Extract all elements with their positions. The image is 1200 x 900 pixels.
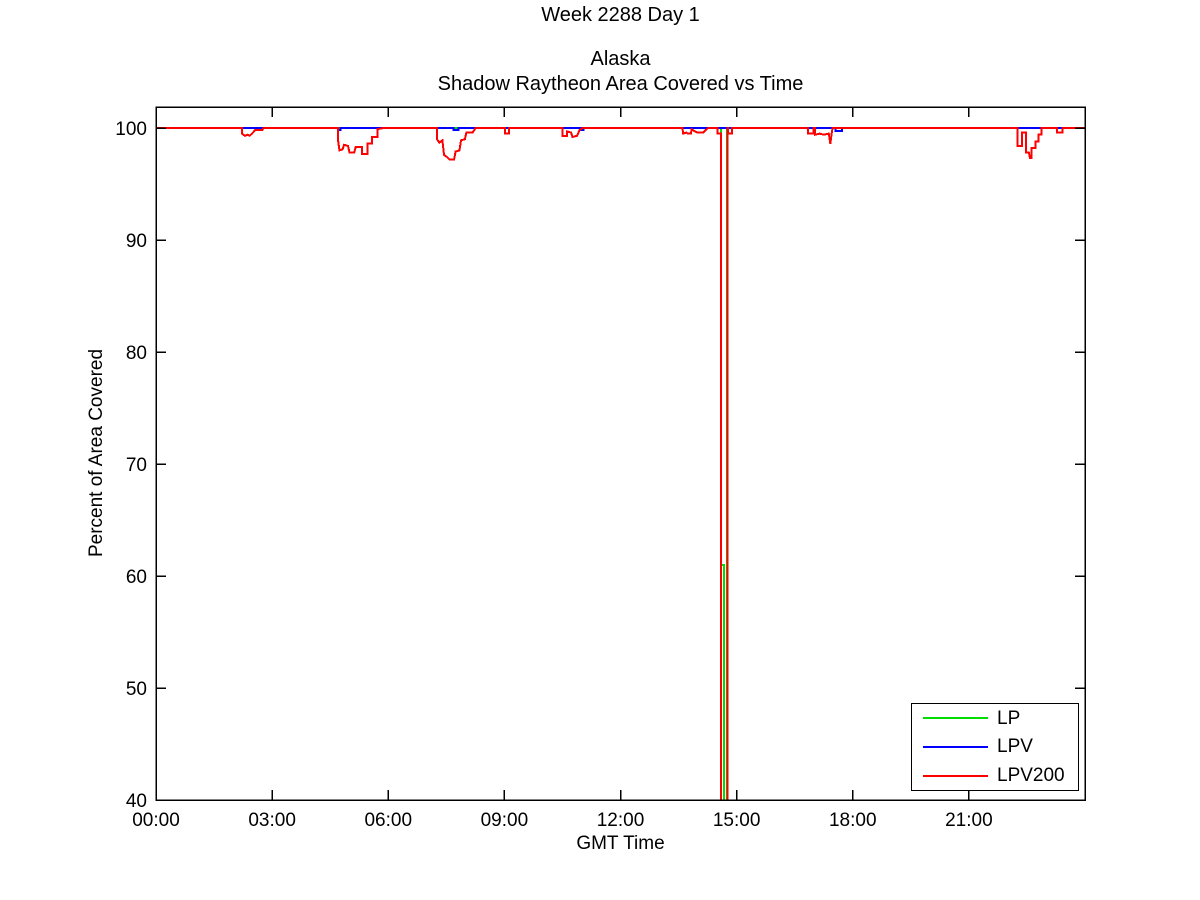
legend-label-lp: LP [997,707,1021,729]
figure-suptitle: Week 2288 Day 1 [541,4,700,26]
x-tick-label: 03:00 [248,810,296,831]
legend-item-lp: LP [912,709,1078,728]
series-group [156,127,1085,801]
x-tick-label: 09:00 [481,810,529,831]
x-tick-label: 21:00 [945,810,993,831]
x-tick-label: 18:00 [829,810,877,831]
x-tick-label: 06:00 [364,810,412,831]
lp-line-swatch [923,717,988,720]
x-axis-label: GMT Time [576,833,665,854]
x-tick-label: 00:00 [132,810,180,831]
legend-item-lpv: LPV [912,737,1078,756]
y-tick-label: 60 [126,567,147,588]
chart-title-line1: Alaska [590,48,651,70]
legend-item-lpv200: LPV200 [912,766,1078,785]
series-line-lpv200 [156,127,1085,801]
lpv-line-swatch [923,745,988,748]
y-tick-label: 90 [126,231,147,252]
y-axis-label: Percent of Area Covered [86,348,107,558]
x-tick-label: 12:00 [597,810,645,831]
legend-box: LP LPV LPV200 [911,703,1079,791]
plot-border [155,106,1086,801]
y-tick-label: 40 [126,791,147,812]
y-tick-label: 50 [126,679,147,700]
x-tick-label: 15:00 [713,810,761,831]
chart-title-line2: Shadow Raytheon Area Covered vs Time [437,73,804,95]
y-tick-label: 100 [115,119,147,140]
y-tick-label: 70 [126,455,147,476]
legend-label-lpv: LPV [997,736,1033,758]
y-tick-label: 80 [126,343,147,364]
lpv200-line-swatch [923,774,988,777]
legend-label-lpv200: LPV200 [997,765,1065,787]
